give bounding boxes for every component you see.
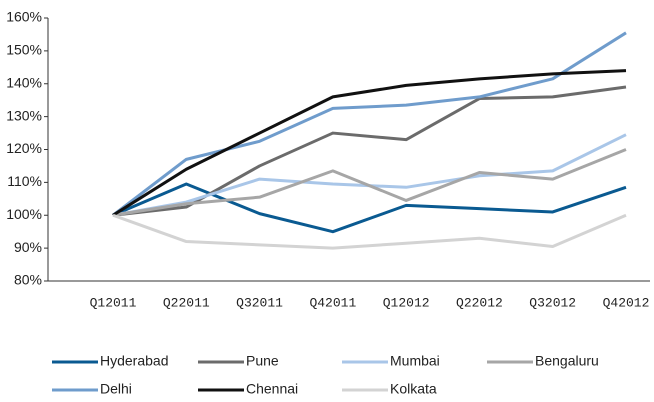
line-series: [112, 182, 627, 234]
x-tick-label: Q42011: [309, 295, 356, 310]
y-tick-label: 90%: [14, 239, 42, 255]
legend-label: Pune: [246, 353, 279, 369]
x-tick-label: Q22011: [163, 295, 210, 310]
y-tick-label: 160%: [6, 9, 42, 25]
legend-label: Delhi: [100, 381, 132, 397]
legend-label: Hyderabad: [100, 353, 169, 369]
line-series: [112, 213, 627, 250]
y-tick-label: 150%: [6, 42, 42, 58]
x-tick-label: Q32011: [236, 295, 283, 310]
x-tick-label: Q22012: [456, 295, 503, 310]
line-series: [112, 85, 627, 217]
y-tick-label: 130%: [6, 107, 42, 123]
y-tick-label: 140%: [6, 74, 42, 90]
y-tick-label: 120%: [6, 140, 42, 156]
y-tick-label: 100%: [6, 206, 42, 222]
x-tick-label: Q32012: [529, 295, 576, 310]
x-tick-label: Q42012: [603, 295, 650, 310]
line-series: [112, 31, 627, 217]
legend-label: Chennai: [246, 381, 298, 397]
legend-label: Kolkata: [390, 381, 437, 397]
x-tick-label: Q12011: [90, 295, 137, 310]
line-series: [112, 69, 627, 217]
y-tick-label: 80%: [14, 272, 42, 288]
legend-label: Mumbai: [390, 353, 440, 369]
legend-label: Bengaluru: [535, 353, 599, 369]
line-series: [112, 148, 627, 217]
y-tick-label: 110%: [7, 173, 42, 189]
x-tick-label: Q12012: [383, 295, 430, 310]
